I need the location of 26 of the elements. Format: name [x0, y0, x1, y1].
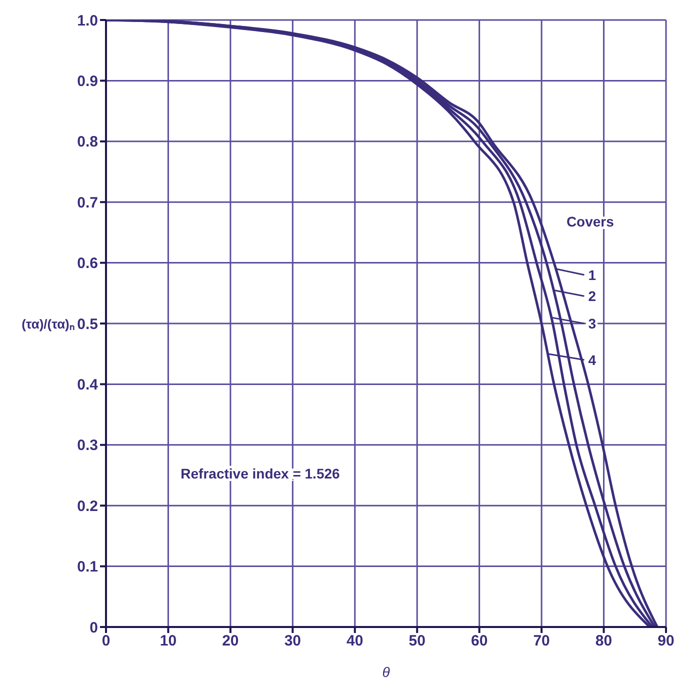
annotation: 4 — [588, 352, 596, 368]
y-tick-label: 0.6 — [77, 255, 98, 272]
x-tick-label: 0 — [102, 632, 110, 650]
y-tick-label: 0 — [90, 619, 98, 636]
x-tick-label: 10 — [160, 632, 177, 650]
y-tick-label: 0.4 — [77, 376, 99, 394]
x-tick-label: 70 — [533, 632, 550, 650]
x-axis-title: θ — [382, 664, 390, 680]
y-tick-label: 0.1 — [77, 558, 98, 576]
y-tick-label: 0.8 — [77, 134, 98, 151]
y-tick-label: 0.7 — [77, 194, 98, 212]
x-tick-label: 60 — [470, 632, 488, 650]
x-tick-label: 20 — [222, 632, 239, 650]
y-tick-label: 0.5 — [77, 316, 98, 333]
y-tick-label: 1.0 — [77, 12, 98, 30]
y-axis-title: (τα)/(τα)ₙ — [22, 316, 74, 332]
y-tick-label: 0.9 — [77, 73, 98, 90]
annotation: 2 — [588, 288, 596, 304]
x-tick-label: 30 — [284, 632, 302, 650]
annotation: 1 — [588, 266, 596, 283]
x-tick-label: 90 — [658, 632, 674, 650]
x-tick-label: 50 — [408, 632, 426, 650]
x-tick-label: 40 — [346, 632, 364, 650]
y-tick-label: 0.3 — [77, 437, 98, 454]
x-tick-label: 80 — [595, 632, 612, 650]
y-tick-label: 0.2 — [77, 498, 98, 515]
